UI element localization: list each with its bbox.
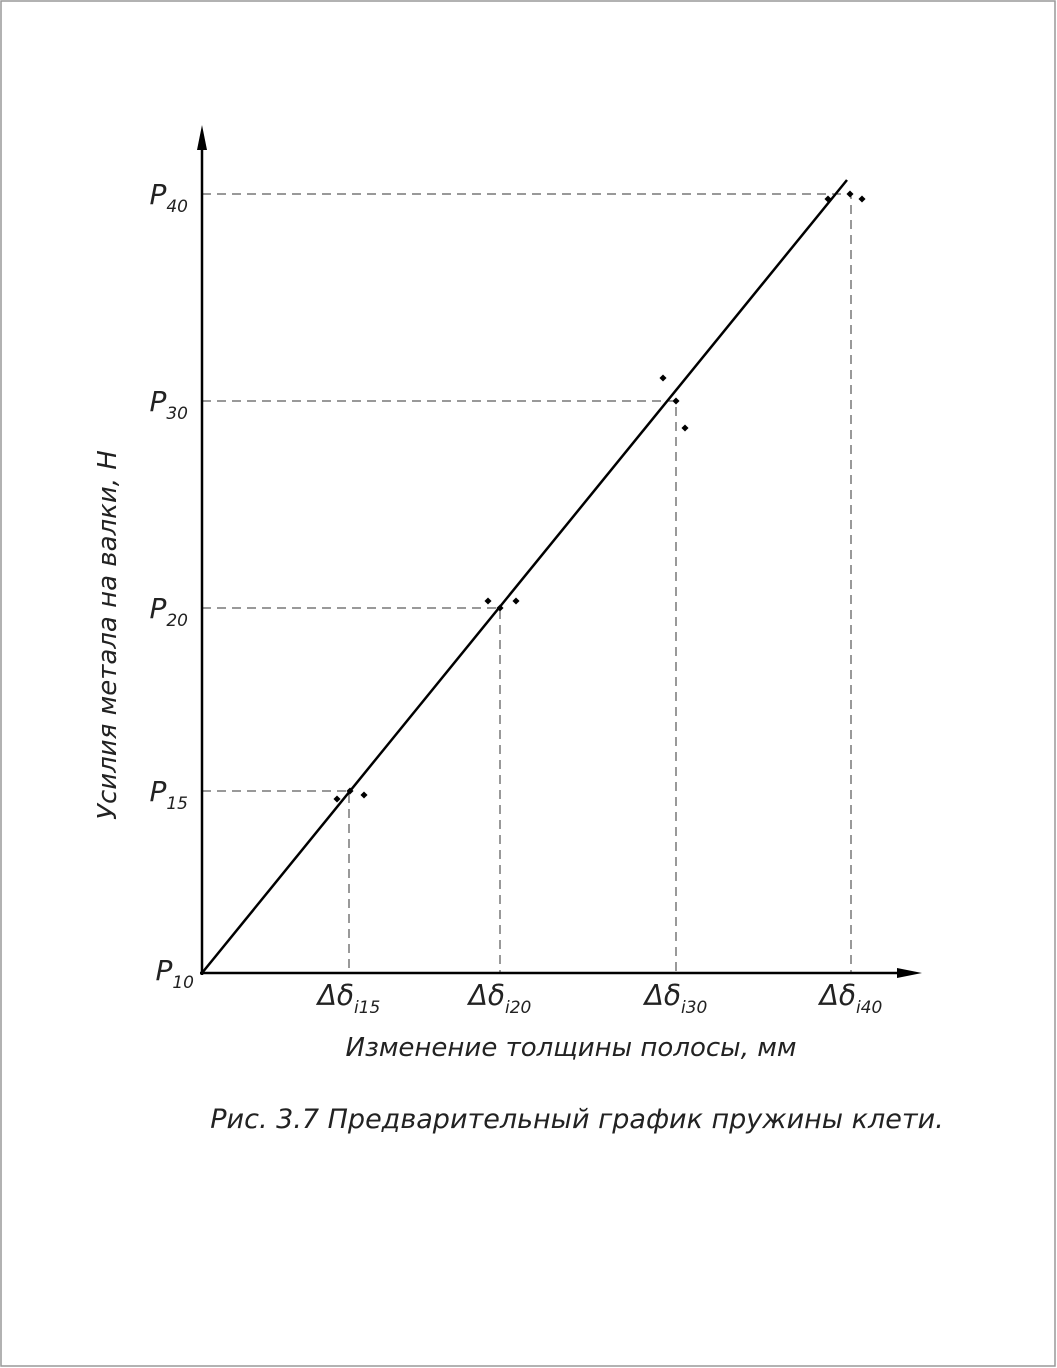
x-tick-label: Δδi40 — [818, 979, 883, 1018]
tick-subscript: i15 — [354, 998, 380, 1018]
tick-subscript: i40 — [856, 998, 882, 1018]
y-axis-label: Усилия метала на валки, Н — [93, 450, 123, 820]
tick-base: P — [155, 954, 172, 987]
y-tick-label: P15 — [149, 775, 188, 814]
y-tick-label: P30 — [149, 385, 188, 424]
tick-base: P — [149, 178, 166, 211]
y-arrow — [197, 125, 207, 150]
x-axis-label: Изменение толщины полосы, мм — [346, 1033, 797, 1063]
trend-line — [201, 179, 848, 974]
tick-subscript: 30 — [166, 404, 188, 424]
tick-base: Δδ — [818, 979, 856, 1012]
tick-subscript: 40 — [166, 197, 188, 217]
x-tick-label: Δδi20 — [467, 979, 532, 1018]
y-tick-label: P40 — [149, 178, 188, 217]
y-tick-label: P20 — [149, 592, 188, 631]
tick-base: Δδ — [643, 979, 681, 1012]
tick-subscript: 10 — [172, 973, 194, 993]
tick-subscript: 15 — [166, 794, 188, 814]
y-tick-label: P10 — [155, 954, 194, 993]
tick-base: P — [149, 592, 166, 625]
axes — [200, 135, 910, 975]
x-arrow — [897, 968, 922, 978]
tick-subscript: i30 — [681, 998, 707, 1018]
x-tick-label: Δδi15 — [316, 979, 381, 1018]
tick-subscript: i20 — [505, 998, 531, 1018]
tick-base: Δδ — [316, 979, 354, 1012]
tick-subscript: 20 — [166, 611, 188, 631]
points — [333, 190, 866, 803]
tick-base: Δδ — [467, 979, 505, 1012]
tick-base: P — [149, 385, 166, 418]
tick-base: P — [149, 775, 166, 808]
caption: Рис. 3.7 Предварительный график пружины … — [210, 1104, 943, 1135]
x-tick-label: Δδi30 — [643, 979, 708, 1018]
